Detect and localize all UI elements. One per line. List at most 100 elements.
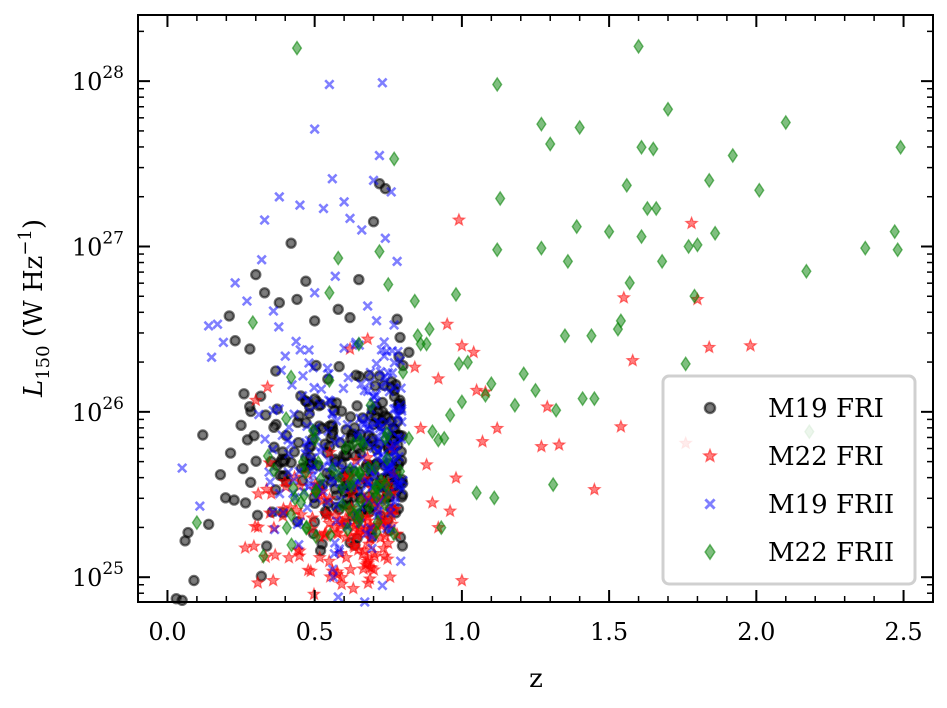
- data-point-diamond: [388, 150, 400, 167]
- data-point-circle: [224, 447, 237, 459]
- data-point-x: [283, 467, 294, 478]
- legend-box: [661, 374, 917, 586]
- data-point-diamond: [642, 200, 653, 217]
- data-point-diamond: [355, 432, 366, 449]
- data-point-circle: [344, 311, 356, 324]
- data-point-star: [534, 438, 549, 453]
- data-point-diamond: [354, 464, 365, 481]
- data-point-x: [194, 500, 205, 512]
- data-point-x: [316, 442, 327, 453]
- data-point-x: [389, 497, 401, 508]
- data-point-star: [250, 486, 266, 501]
- data-point-star: [407, 359, 423, 374]
- data-point-x: [365, 367, 376, 378]
- data-point-x: [323, 425, 334, 437]
- data-point-x: [377, 77, 388, 88]
- data-point-circle: [260, 540, 273, 552]
- data-point-diamond: [450, 286, 462, 303]
- y-axis-label-unit: (W Hz: [19, 256, 49, 338]
- x-tick-label: 2.0: [737, 618, 775, 646]
- data-point-x: [274, 488, 285, 499]
- data-point-x: [355, 486, 366, 497]
- data-point-circle: [367, 215, 380, 228]
- data-point-star: [466, 344, 481, 359]
- data-point-diamond: [376, 473, 387, 490]
- data-point-star: [743, 338, 758, 352]
- data-point-x: [376, 382, 387, 393]
- data-point-diamond: [536, 116, 547, 132]
- y-tick-label: 1026: [72, 394, 124, 427]
- data-point-circle: [228, 494, 240, 506]
- data-point-x: [218, 337, 229, 348]
- data-point-x: [318, 203, 329, 214]
- data-point-circle: [237, 462, 249, 475]
- data-point-diamond: [683, 238, 694, 255]
- data-point-circle: [308, 315, 321, 327]
- data-point-star: [305, 510, 320, 525]
- legend-entry: M19 FRI: [703, 394, 884, 424]
- data-point-diamond: [480, 387, 491, 404]
- data-point-diamond: [372, 514, 384, 531]
- data-point-circle: [188, 574, 200, 587]
- data-point-diamond: [403, 430, 415, 447]
- data-point-x: [364, 377, 376, 388]
- data-point-diamond: [247, 314, 259, 331]
- data-point-star: [237, 540, 253, 555]
- data-point-diamond: [421, 336, 432, 352]
- data-point-x: [265, 476, 276, 488]
- x-axis-label: z: [529, 664, 543, 694]
- data-point-x: [288, 475, 299, 486]
- data-point-x: [273, 321, 284, 333]
- data-point-x: [328, 572, 339, 583]
- data-point-diamond: [344, 501, 355, 518]
- data-point-circle: [238, 388, 250, 400]
- data-point-x: [267, 506, 279, 518]
- data-point-star: [469, 382, 484, 397]
- data-point-diamond: [381, 450, 393, 467]
- data-point-diamond: [636, 228, 647, 245]
- data-point-x: [269, 524, 280, 535]
- data-point-x: [241, 295, 253, 307]
- data-point-x: [357, 453, 368, 464]
- y-tick-label-exponent: 26: [102, 394, 124, 414]
- data-point-diamond: [471, 485, 482, 501]
- data-point-diamond: [424, 321, 435, 338]
- data-point-x: [396, 416, 407, 428]
- data-point-diamond: [562, 253, 574, 270]
- data-point-x: [177, 462, 188, 474]
- data-point-circle: [300, 275, 312, 287]
- data-point-diamond: [371, 524, 382, 541]
- data-point-diamond: [285, 369, 297, 385]
- data-point-x: [338, 196, 350, 207]
- data-point-star: [321, 553, 337, 568]
- data-point-x: [289, 409, 300, 420]
- data-point-circle: [350, 369, 362, 381]
- data-point-diamond: [489, 489, 500, 506]
- data-point-diamond: [633, 38, 644, 55]
- data-point-diamond: [727, 147, 739, 164]
- data-point-diamond: [589, 390, 600, 407]
- data-point-star: [248, 392, 264, 407]
- data-point-x: [292, 519, 303, 530]
- data-point-x: [384, 386, 395, 397]
- data-point-diamond: [309, 431, 321, 448]
- data-point-star: [338, 510, 353, 525]
- data-point-x: [379, 336, 390, 348]
- y-axis-label-close: ): [19, 219, 49, 229]
- data-point-circle: [250, 268, 262, 281]
- x-tick-label: 1.5: [590, 618, 628, 646]
- data-point-x: [230, 277, 241, 288]
- data-point-star: [334, 576, 349, 591]
- data-point-diamond: [351, 500, 363, 517]
- data-point-circle: [394, 331, 406, 344]
- data-point-star: [267, 547, 283, 562]
- data-point-star: [701, 339, 717, 354]
- data-point-x: [324, 79, 335, 90]
- data-point-diamond: [374, 243, 385, 260]
- data-point-circle: [273, 297, 286, 309]
- points-layer: [170, 38, 906, 608]
- y-tick-label-exponent: 28: [102, 63, 124, 83]
- y-tick-label-base: 10: [72, 564, 103, 592]
- data-point-star: [454, 338, 470, 352]
- data-point-diamond: [365, 397, 376, 414]
